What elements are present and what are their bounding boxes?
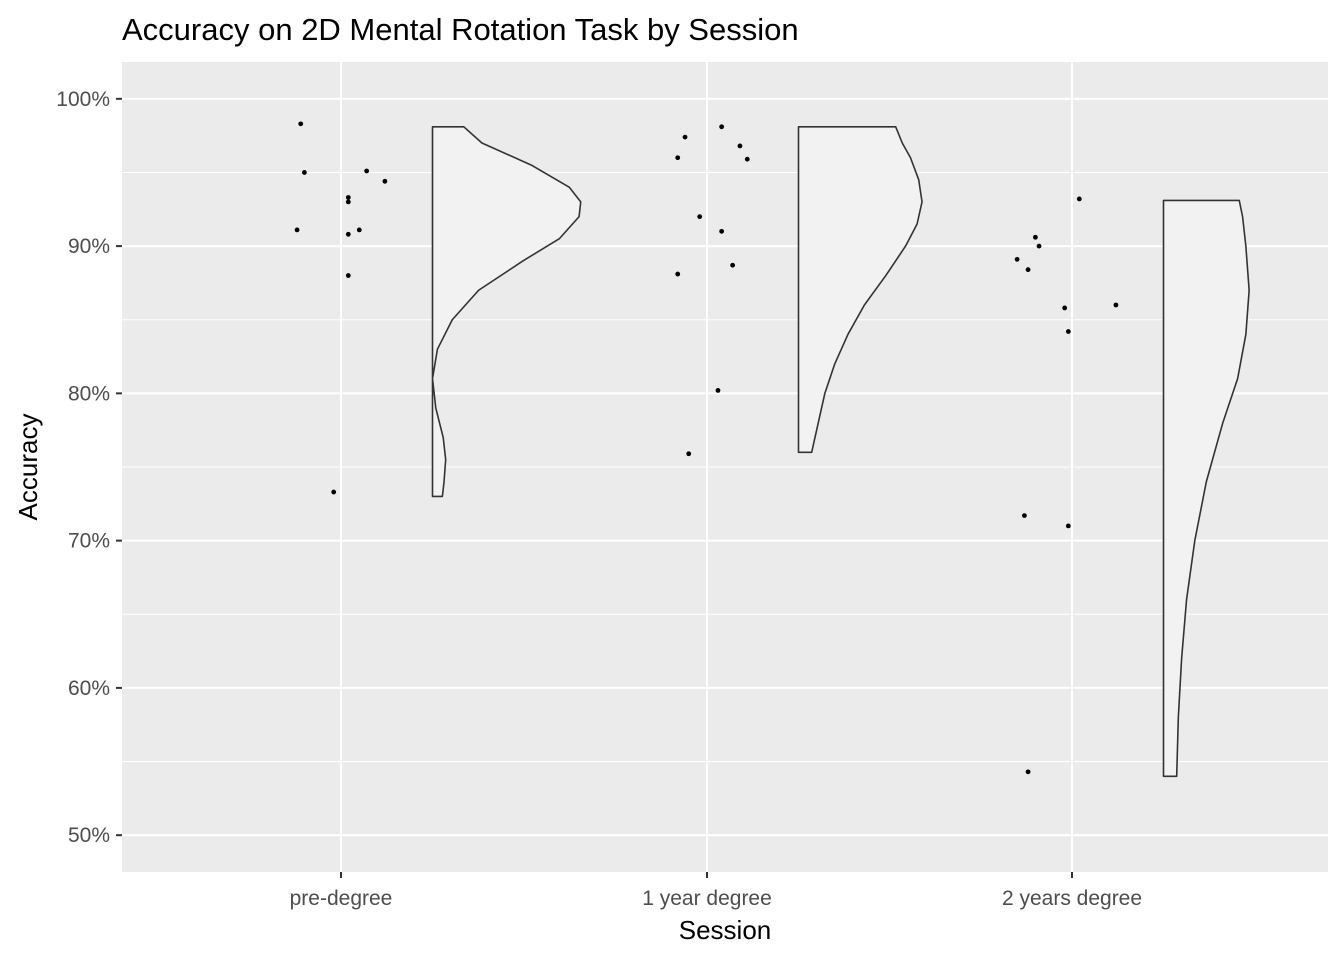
data-point (1025, 769, 1031, 775)
y-tick-label: 70% (68, 530, 110, 553)
data-point (302, 170, 307, 175)
x-axis-title: Session (679, 915, 772, 945)
data-point (715, 388, 721, 393)
y-axis: 50% 60% 70% 80% 90% 100% (56, 88, 122, 847)
y-tick-label: 50% (68, 824, 110, 847)
data-point (345, 273, 351, 278)
violin-shape (431, 126, 582, 498)
x-tick-label: pre-degree (290, 887, 393, 910)
data-point (737, 143, 743, 149)
data-point (744, 156, 750, 162)
y-tick-label: 100% (56, 88, 110, 111)
data-point (675, 155, 681, 161)
data-point (1113, 302, 1119, 308)
data-point (1036, 243, 1042, 249)
points (294, 121, 1119, 775)
x-tick-label: 2 years degree (1002, 887, 1142, 910)
data-point (382, 178, 388, 184)
data-point (298, 121, 304, 127)
violins (431, 126, 1250, 778)
x-tick-label: 1 year degree (642, 887, 772, 910)
data-point (1022, 513, 1027, 518)
data-point (1025, 267, 1031, 273)
data-point (686, 451, 692, 457)
data-point (331, 489, 337, 495)
violin-shape (1162, 199, 1250, 778)
data-point (345, 231, 351, 237)
data-point (294, 227, 300, 233)
data-point (719, 124, 725, 130)
data-point (1062, 305, 1068, 311)
data-point (345, 195, 351, 200)
data-point (1076, 196, 1082, 202)
data-point (1065, 523, 1071, 529)
data-point (675, 271, 681, 277)
grid-major (122, 62, 1328, 872)
data-point (1033, 234, 1038, 240)
data-point (697, 214, 703, 220)
data-point (1014, 256, 1020, 262)
violin-shape (797, 126, 923, 454)
data-point (345, 199, 351, 205)
data-point (356, 227, 362, 233)
y-axis-title: Accuracy (13, 414, 43, 521)
y-tick-label: 90% (68, 235, 110, 258)
data-point (730, 262, 736, 268)
y-tick-label: 60% (68, 677, 110, 700)
data-point (682, 134, 688, 140)
chart-title: Accuracy on 2D Mental Rotation Task by S… (122, 12, 799, 47)
data-point (719, 228, 725, 234)
data-point (364, 168, 370, 174)
data-point (1065, 329, 1071, 334)
y-tick-label: 80% (68, 382, 110, 405)
x-axis: pre-degree 1 year degree 2 years degree (290, 872, 1142, 910)
grid-minor (122, 171, 1328, 763)
